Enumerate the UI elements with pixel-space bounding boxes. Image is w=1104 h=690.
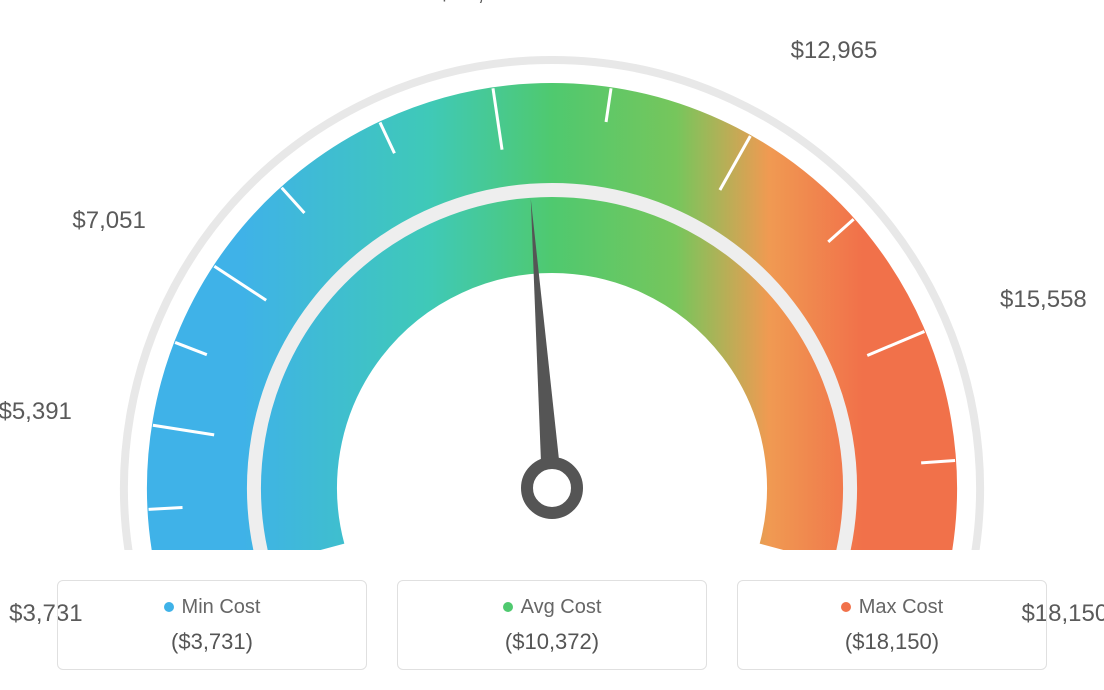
summary-card-value: ($18,150): [845, 629, 939, 655]
gauge-tick-label: $15,558: [1000, 286, 1087, 314]
summary-card-title: Max Cost: [841, 596, 943, 619]
summary-cards: Min Cost ($3,731) Avg Cost ($10,372) Max Cos…: [57, 580, 1047, 670]
gauge-tick-label: $7,051: [72, 207, 145, 235]
summary-card-title-text: Min Cost: [182, 596, 261, 619]
summary-card: Avg Cost ($10,372): [397, 580, 707, 670]
summary-card-dot: [503, 602, 513, 612]
gauge-tick-label: $5,391: [0, 398, 72, 426]
summary-card-title-text: Avg Cost: [521, 596, 602, 619]
summary-card: Max Cost ($18,150): [737, 580, 1047, 670]
summary-card-title-text: Max Cost: [859, 596, 943, 619]
summary-card-title: Avg Cost: [503, 596, 602, 619]
summary-card-dot: [841, 602, 851, 612]
summary-card-value: ($3,731): [171, 629, 253, 655]
summary-card: Min Cost ($3,731): [57, 580, 367, 670]
gauge-svg: [42, 10, 1062, 550]
summary-card-dot: [164, 602, 174, 612]
summary-card-title: Min Cost: [164, 596, 261, 619]
gauge-tick-label: $12,965: [791, 37, 878, 65]
summary-card-value: ($10,372): [505, 629, 599, 655]
gauge-tick-label: $10,372: [438, 0, 525, 7]
gauge-chart: $3,731$5,391$7,051$10,372$12,965$15,558$…: [42, 10, 1062, 570]
